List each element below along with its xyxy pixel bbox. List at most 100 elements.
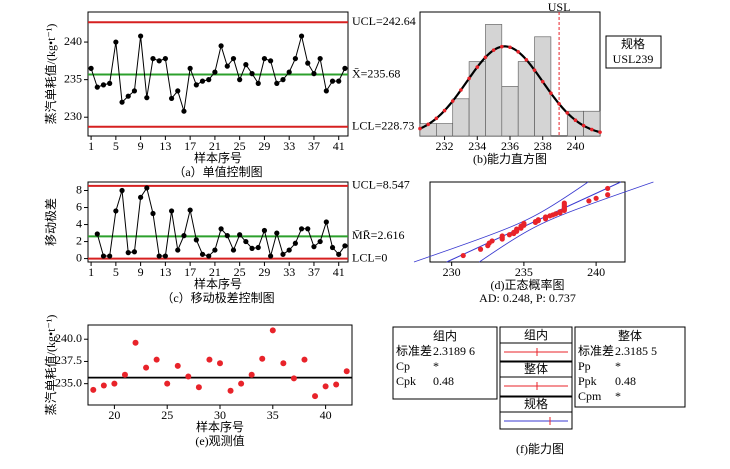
data-point [342, 65, 348, 71]
y-tick-label: 0 [76, 250, 82, 264]
histogram-bar [501, 86, 519, 137]
data-point [286, 69, 292, 75]
data-point [542, 214, 549, 220]
data-point [489, 238, 495, 244]
legend-title: 规格 [621, 36, 645, 51]
data-point [274, 230, 280, 236]
data-point [119, 187, 125, 194]
data-point [301, 356, 308, 363]
x-tick-label: 236 [501, 139, 519, 153]
data-point [206, 356, 213, 363]
histogram-bar [517, 61, 535, 137]
data-point [150, 55, 156, 62]
data-point [259, 355, 266, 362]
data-point [181, 233, 187, 239]
x-tick-label: 21 [209, 265, 221, 279]
x-tick-label: 234 [468, 139, 486, 153]
data-point [187, 207, 193, 213]
overall-label: Pp [578, 359, 591, 373]
within-heading: 组内 [433, 329, 457, 343]
data-point [100, 253, 107, 259]
within-value: * [433, 359, 439, 373]
legend-box [605, 35, 662, 69]
data-point [317, 238, 323, 245]
data-point [605, 185, 611, 192]
data-point [113, 39, 119, 45]
data-point [224, 233, 230, 239]
limit-label: LCL=0 [352, 250, 387, 264]
y-tick-label: 240 [64, 34, 82, 48]
data-point [193, 237, 199, 243]
y-tick-label: 2 [76, 233, 82, 247]
legend-box [499, 361, 573, 397]
histogram-bar [468, 61, 486, 137]
panel-caption: (b)能力直方图 [473, 151, 547, 166]
data-point [342, 243, 348, 249]
data-point [212, 69, 218, 75]
data-point [227, 387, 234, 394]
data-point [329, 78, 336, 84]
data-point [212, 247, 218, 253]
data-point [305, 60, 311, 66]
data-point [100, 82, 107, 88]
x-tick-label: 240 [566, 139, 584, 153]
plot-frame [429, 181, 626, 263]
limit-label: LCL=228.73 [352, 119, 414, 133]
x-tick-label: 37 [308, 139, 320, 153]
curve-marker [573, 118, 578, 123]
x-tick-label: 33 [283, 265, 295, 279]
data-point [125, 93, 131, 99]
limit-label: UCL=242.64 [352, 14, 416, 28]
curve-marker [500, 44, 504, 49]
legend-entry: USL239 [613, 52, 654, 66]
x-tick-label: 20 [108, 408, 120, 422]
legend-label: 整体 [524, 361, 548, 376]
histogram-bar [452, 98, 470, 137]
data-point [144, 185, 150, 191]
overall-label: Cpm [578, 389, 602, 403]
curve-marker [483, 55, 488, 60]
data-point [164, 380, 171, 387]
within-value: 2.3189 6 [433, 344, 475, 358]
data-point [144, 95, 150, 101]
data-point [237, 77, 243, 83]
data-point [174, 362, 181, 369]
data-point [292, 240, 298, 246]
y-tick-label: 4 [76, 216, 82, 230]
x-tick-label: 230 [443, 265, 461, 279]
data-point [162, 55, 168, 62]
data-point [248, 371, 255, 378]
data-point [187, 65, 193, 71]
data-point [94, 231, 100, 237]
data-point [499, 233, 505, 239]
legend-box [499, 396, 573, 430]
data-point [298, 226, 305, 232]
curve-marker [508, 45, 512, 50]
data-point [218, 226, 224, 232]
data-point [593, 195, 599, 201]
overall-value: * [615, 389, 621, 403]
data-point [206, 253, 212, 259]
data-point [121, 371, 128, 378]
within-value: 0.48 [433, 374, 454, 388]
data-point [243, 238, 249, 245]
y-tick-label: 6 [76, 199, 82, 213]
y-tick-label: 235 [64, 71, 82, 85]
data-point [230, 55, 237, 62]
data-point [286, 247, 292, 253]
y-tick-label: 235.0 [55, 375, 82, 389]
curve-marker [450, 99, 455, 103]
overall-value: 0.48 [615, 374, 636, 388]
data-point [111, 380, 118, 387]
y-axis-label: 蒸汽单耗值/(kg•t⁻¹) [43, 315, 58, 416]
data-point [199, 78, 206, 84]
x-tick-label: 30 [214, 408, 226, 422]
data-point [290, 375, 297, 382]
x-tick-label: 17 [184, 265, 196, 279]
curve-marker [516, 50, 520, 54]
curve-marker [491, 48, 496, 52]
x-tick-label: 40 [320, 408, 332, 422]
curve-marker [598, 130, 602, 134]
data-point [132, 339, 139, 346]
data-point [317, 55, 323, 62]
